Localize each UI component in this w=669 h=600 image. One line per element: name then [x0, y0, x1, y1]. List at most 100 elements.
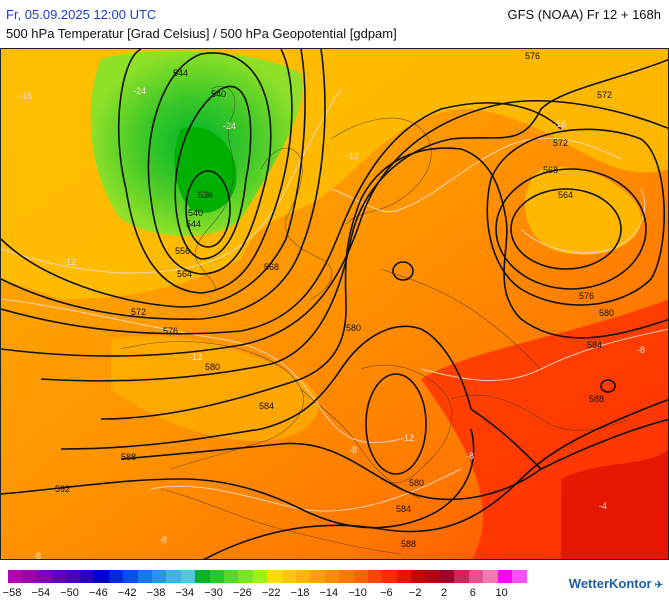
isotherms — [1, 88, 668, 512]
legend-swatch — [425, 570, 441, 583]
contour-580 — [100, 147, 668, 420]
contour-568 — [1, 102, 562, 335]
legend-swatch — [152, 570, 167, 583]
contour-high-564 — [510, 188, 622, 270]
warm-core-southeast — [561, 450, 668, 559]
legend-swatch — [281, 570, 297, 583]
isotherm-line — [1, 298, 402, 444]
contour-label: 568 — [264, 262, 279, 272]
contour-small-low-baltic — [392, 261, 414, 281]
legend-label: −38 — [146, 587, 166, 599]
legend-swatch — [209, 570, 225, 583]
coast-iberia-france — [120, 341, 304, 470]
contour-label: 576 — [579, 291, 594, 301]
contour-low-540 — [174, 85, 252, 260]
legend-swatch — [65, 570, 81, 583]
legend-label: −2 — [408, 587, 422, 599]
isotherm-line — [1, 88, 342, 274]
brand-plane-icon: ✈ — [654, 580, 663, 591]
legend-swatch — [108, 570, 124, 583]
legend-swatch — [382, 570, 398, 583]
legend-swatch — [368, 570, 383, 583]
contour-label: 540 — [188, 208, 203, 218]
legend-swatch — [339, 570, 355, 583]
contour-label: 564 — [558, 190, 573, 200]
temp-label: -8 — [637, 345, 645, 355]
legend-swatch — [36, 570, 52, 583]
contour-labels: 544 540 536 540 544 556 564 568 572 576 … — [55, 51, 614, 549]
coastlines — [120, 86, 632, 555]
legend-swatch — [252, 570, 268, 583]
coast-baltic — [330, 117, 432, 225]
legend-label: −54 — [31, 587, 51, 599]
temp-label: -8 — [466, 451, 474, 461]
contour-low-536 — [185, 170, 231, 248]
contour-label: 588 — [121, 452, 136, 462]
temp-label: -12 — [346, 151, 359, 161]
contour-564 — [1, 49, 326, 321]
geopotential-contours — [1, 49, 668, 559]
contour-556 — [1, 49, 306, 308]
legend-label: −42 — [117, 587, 137, 599]
contour-label: 568 — [543, 165, 558, 175]
contour-label: 572 — [597, 90, 612, 100]
contour-label: 556 — [175, 246, 190, 256]
legend-swatch — [224, 570, 239, 583]
legend-swatch — [22, 570, 38, 583]
legend-swatch — [166, 570, 182, 583]
contour-label: 572 — [131, 307, 146, 317]
legend-label: 2 — [440, 587, 448, 599]
coast-north-africa — [160, 488, 402, 555]
isotherm-line — [330, 137, 622, 213]
map-canvas: 544 540 536 540 544 556 564 568 572 576 … — [1, 49, 668, 560]
legend-label: 10 — [495, 587, 508, 599]
contour-572 — [1, 100, 668, 357]
cool-zone-east — [524, 167, 641, 255]
legend-swatch — [310, 570, 326, 583]
contour-label: 544 — [173, 68, 188, 78]
legend-label: −22 — [261, 587, 281, 599]
contour-label: 576 — [525, 51, 540, 61]
brand-logo: WetterKontor ✈ — [569, 576, 663, 591]
contour-label: 592 — [55, 484, 70, 494]
legend-swatch — [94, 570, 110, 583]
contour-high-568 — [495, 168, 647, 290]
legend-label: −14 — [319, 587, 339, 599]
contour-label: 580 — [205, 362, 220, 372]
legend-swatch — [238, 570, 254, 583]
contour-label: 584 — [396, 504, 411, 514]
legend-label: 6 — [469, 587, 476, 599]
contour-low-balkans — [365, 373, 427, 475]
contour-label: 580 — [599, 308, 614, 318]
contour-label: 584 — [587, 340, 602, 350]
coast-blacksea — [450, 394, 632, 431]
contour-label: 588 — [401, 539, 416, 549]
contour-high-572 — [486, 128, 665, 306]
contour-592 — [1, 428, 475, 529]
legend-swatch — [137, 570, 153, 583]
temp-label: -12 — [401, 433, 414, 443]
contour-label: 572 — [553, 138, 568, 148]
contour-small-low-east — [600, 379, 616, 393]
contour-label: 564 — [177, 269, 192, 279]
contour-label: 540 — [211, 89, 226, 99]
weather-map: 544 540 536 540 544 556 564 568 572 576 … — [0, 48, 669, 560]
temp-label: -16 — [19, 91, 32, 101]
legend-swatch — [454, 570, 470, 583]
isotherm-line — [420, 328, 668, 382]
temp-label: -12 — [189, 352, 202, 362]
legend-swatch — [440, 570, 455, 583]
legend-label: −58 — [2, 587, 22, 599]
legend-swatch — [51, 570, 67, 583]
legend-swatch — [353, 570, 369, 583]
contour-label: 580 — [409, 478, 424, 488]
isotherm-line — [520, 188, 646, 254]
contour-label: 544 — [186, 219, 201, 229]
contour-588b — [203, 398, 668, 559]
contour-552 — [118, 49, 293, 294]
legend-label: −34 — [175, 587, 195, 599]
temp-label: -8 — [33, 551, 41, 560]
brand-name: WetterKontor — [568, 576, 652, 591]
legend-swatch — [483, 570, 499, 583]
legend-swatch — [80, 570, 95, 583]
